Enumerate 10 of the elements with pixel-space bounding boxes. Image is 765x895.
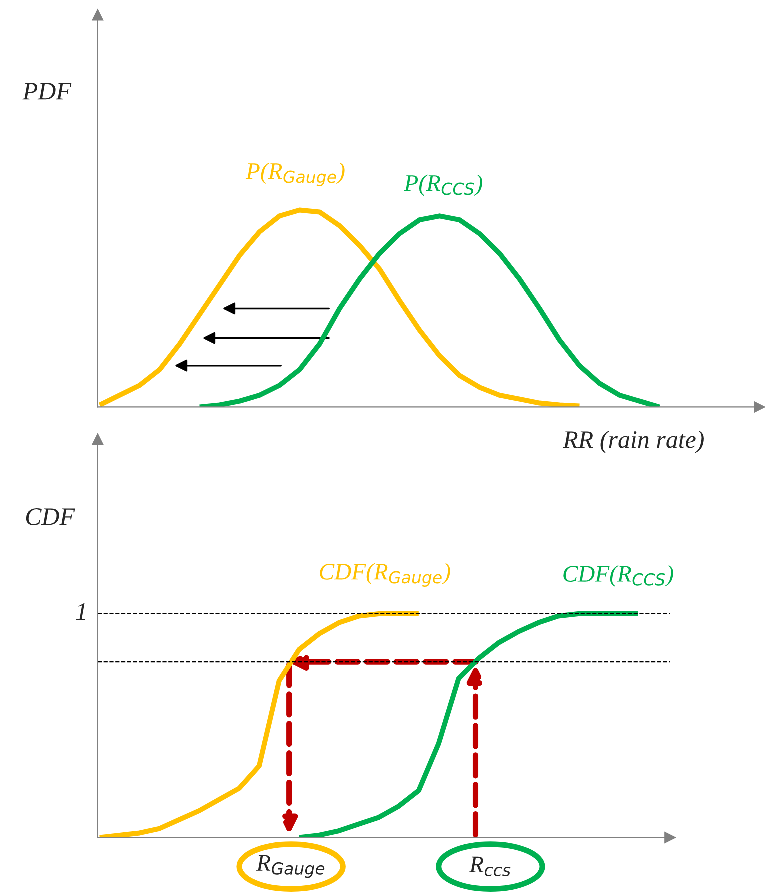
series-label: P(R$_{Gauge}$) (246, 162, 345, 186)
text: R$_{Gauge}$ (256, 855, 325, 878)
text: R$_{ccs}$ (469, 856, 511, 876)
series-label: P(R$_{CCS}$) (404, 174, 483, 196)
x-axis-title: RR (rain rate) (562, 430, 704, 454)
ref-line-label: 1 (76, 603, 86, 620)
y-axis-title: PDF (22, 83, 72, 100)
series-label: CDF(R$_{Gauge}$) (320, 563, 450, 587)
series-label: CDF(R$_{CCS}$) (564, 565, 674, 587)
y-axis-title: CDF (26, 508, 76, 526)
